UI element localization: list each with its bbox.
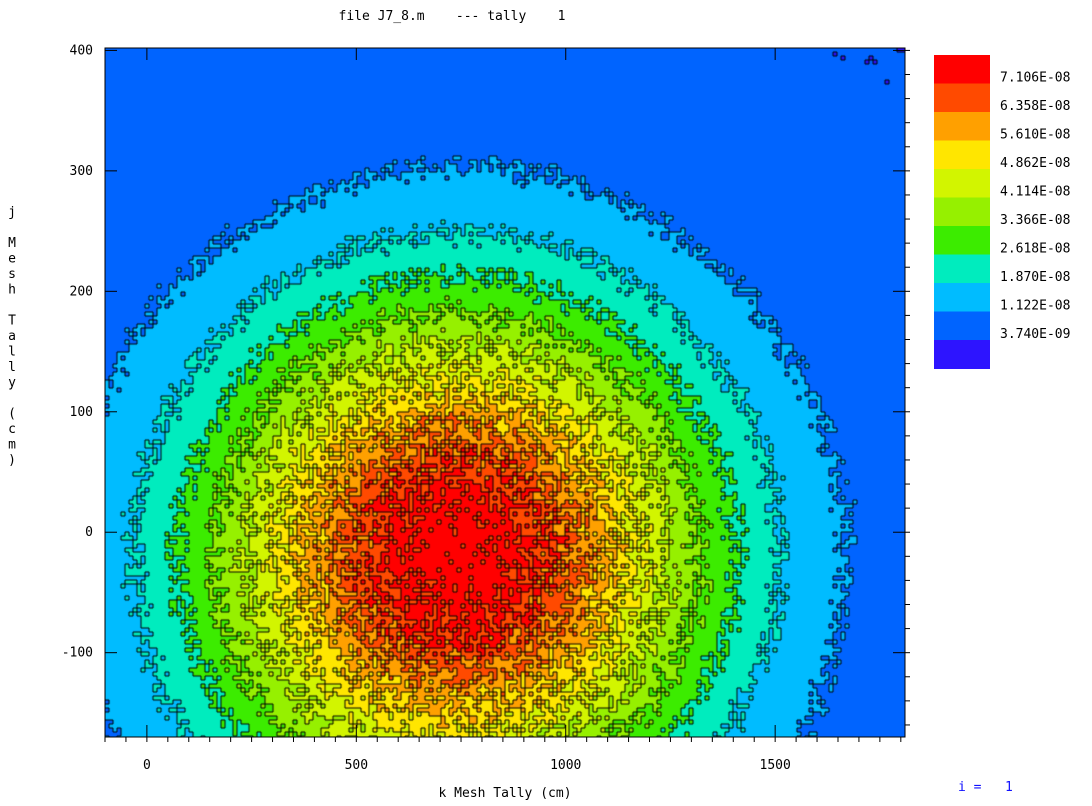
- y-axis-label-char: M: [8, 236, 16, 251]
- colorbar-level-label: 1.122E-08: [1000, 299, 1070, 314]
- y-axis-label-char: e: [8, 252, 16, 267]
- colorbar-swatch: [934, 283, 990, 312]
- colorbar-level-label: 4.862E-08: [1000, 156, 1070, 171]
- y-axis-label-char: (: [8, 407, 16, 422]
- y-axis-label-char: h: [8, 283, 16, 298]
- colorbar-swatch: [934, 169, 990, 198]
- y-tick-label: -100: [62, 646, 93, 661]
- y-tick-label: 400: [70, 43, 93, 58]
- y-axis-label-char: m: [8, 438, 16, 453]
- colorbar: 7.106E-08 6.358E-08 5.610E-08 4.862E-08 4.11…: [934, 55, 1070, 369]
- colorbar-swatch: [934, 254, 990, 284]
- y-axis-label-char: a: [8, 329, 16, 344]
- y-axis-label-char: ): [8, 453, 16, 468]
- colorbar-level-label: 2.618E-08: [1000, 242, 1070, 257]
- colorbar-level-label: 5.610E-08: [1000, 128, 1070, 143]
- colorbar-swatch: [934, 197, 990, 227]
- y-axis-label-char: s: [8, 267, 16, 282]
- y-tick-label: 100: [70, 405, 93, 420]
- x-tick-label: 0: [143, 758, 151, 773]
- x-axis: 0 500 1000 1500: [104, 48, 902, 773]
- colorbar-swatch: [934, 112, 990, 141]
- colorbar-level-label: 6.358E-08: [1000, 99, 1070, 114]
- x-tick-label: 1500: [760, 758, 791, 773]
- footer-index-label: i = 1: [958, 780, 1013, 795]
- x-tick-label: 1000: [550, 758, 581, 773]
- plot-area: [104, 47, 906, 738]
- colorbar-level-label: 4.114E-08: [1000, 185, 1070, 200]
- colorbar-swatch: [934, 140, 990, 170]
- y-axis-label-char: l: [8, 360, 16, 375]
- y-axis: -100 0 100 200 300 400: [62, 43, 910, 726]
- colorbar-swatch: [934, 55, 990, 84]
- y-tick-label: 200: [70, 284, 93, 299]
- y-axis-label-char: c: [8, 422, 16, 437]
- y-tick-label: 300: [70, 164, 93, 179]
- colorbar-swatch: [934, 83, 990, 113]
- x-axis-label: k Mesh Tally (cm): [438, 786, 571, 801]
- colorbar-level-label: 7.106E-08: [1000, 71, 1070, 86]
- colorbar-level-label: 3.366E-08: [1000, 213, 1070, 228]
- y-axis-label-char: l: [8, 345, 16, 360]
- y-tick-label: 0: [85, 525, 93, 540]
- y-axis-label-char: j: [8, 205, 16, 220]
- chart-title: file J7_8.m --- tally 1: [339, 9, 566, 24]
- colorbar-level-label: 1.870E-08: [1000, 270, 1070, 285]
- y-axis-label-char: T: [8, 314, 16, 329]
- colorbar-swatch: [934, 311, 990, 341]
- y-axis-label-char: y: [8, 376, 16, 391]
- x-tick-label: 500: [345, 758, 368, 773]
- contour-field: [105, 48, 905, 737]
- plot-frame: [104, 47, 906, 738]
- colorbar-swatch: [934, 226, 990, 255]
- colorbar-level-label: 3.740E-09: [1000, 327, 1070, 342]
- colorbar-swatch: [934, 340, 990, 369]
